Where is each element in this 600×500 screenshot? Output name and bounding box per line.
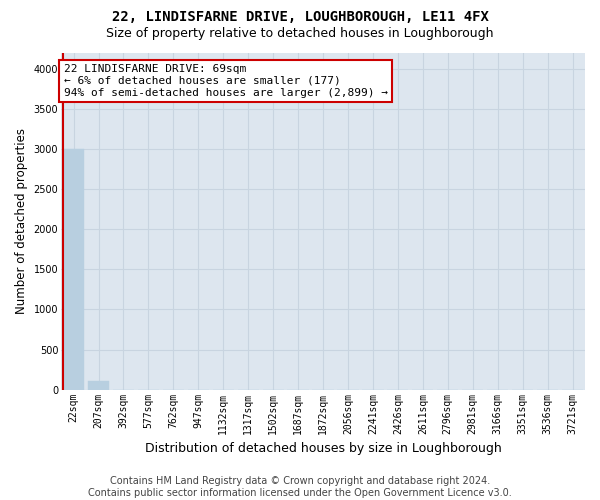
Text: Size of property relative to detached houses in Loughborough: Size of property relative to detached ho… [106, 28, 494, 40]
Text: Contains HM Land Registry data © Crown copyright and database right 2024.
Contai: Contains HM Land Registry data © Crown c… [88, 476, 512, 498]
Text: 22 LINDISFARNE DRIVE: 69sqm
← 6% of detached houses are smaller (177)
94% of sem: 22 LINDISFARNE DRIVE: 69sqm ← 6% of deta… [64, 64, 388, 98]
Y-axis label: Number of detached properties: Number of detached properties [15, 128, 28, 314]
Bar [63, 149, 84, 390]
Bar [88, 380, 109, 390]
X-axis label: Distribution of detached houses by size in Loughborough: Distribution of detached houses by size … [145, 442, 502, 455]
Text: 22, LINDISFARNE DRIVE, LOUGHBOROUGH, LE11 4FX: 22, LINDISFARNE DRIVE, LOUGHBOROUGH, LE1… [112, 10, 488, 24]
